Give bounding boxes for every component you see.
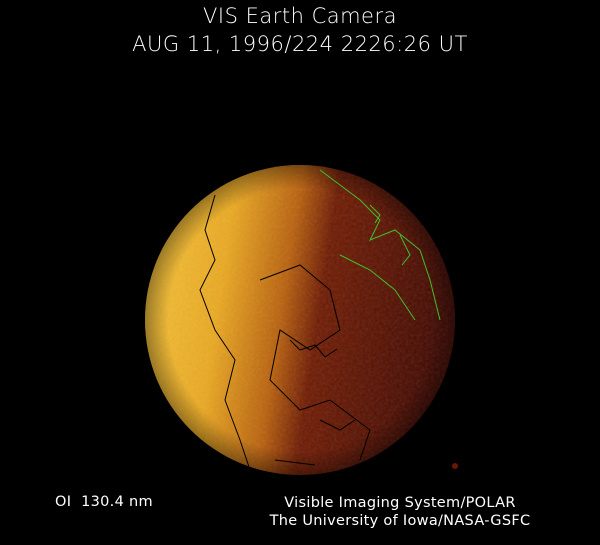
coastline-nightside [319,169,441,321]
star-speck [452,463,458,469]
observation-timestamp: AUG 11, 1996/224 2226:26 UT [132,32,468,56]
wavelength-label: OI 130.4 nm [55,494,153,510]
credit-institution: The University of Iowa/NASA-GSFC [269,513,531,529]
image-title: VIS Earth Camera [203,4,397,28]
credit-block: Visible Imaging System/POLAR The Univers… [250,494,550,530]
coastline-dayside [199,194,371,471]
credit-instrument: Visible Imaging System/POLAR [284,495,516,511]
